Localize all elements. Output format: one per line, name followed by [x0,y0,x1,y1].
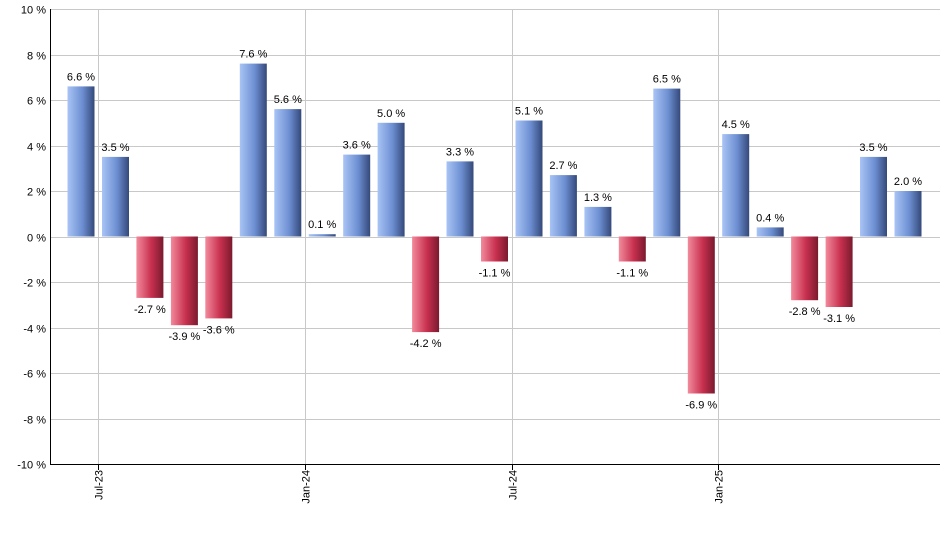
bar-1 [102,156,129,237]
bar-11 [446,161,474,237]
y-tick-label: -2 % [23,278,46,290]
data-label-8: 3.6 % [343,140,371,152]
data-label-20: 0.4 % [756,212,784,224]
bar-9 [377,122,405,237]
bar-20 [756,227,784,237]
data-label-17: 6.5 % [653,74,681,86]
data-label-0: 6.6 % [67,71,95,83]
bar-7 [308,234,336,237]
bar-13 [515,120,543,237]
y-tick-label: 6 % [27,96,46,108]
data-label-18: -6.9 % [685,400,717,412]
bar-4 [205,236,233,319]
y-tick-label: 8 % [27,51,46,63]
data-label-16: -1.1 % [616,268,648,280]
data-label-22: -3.1 % [823,313,855,325]
y-tick-label: -6 % [23,369,46,381]
data-label-11: 3.3 % [446,146,474,158]
data-label-1: 3.5 % [101,142,129,154]
data-label-10: -4.2 % [410,338,442,350]
bar-14 [549,175,577,237]
data-label-21: -2.8 % [789,306,821,318]
x-tick-label: Jul-23 [94,470,106,500]
y-tick-label: 2 % [27,187,46,199]
y-tick-label: 4 % [27,142,46,154]
data-label-7: 0.1 % [308,219,336,231]
bar-8 [343,154,371,237]
bars-layer [67,63,922,394]
bar-17 [653,88,681,237]
bar-12 [481,236,508,262]
bar-0 [67,86,95,237]
bar-19 [722,134,750,237]
data-label-13: 5.1 % [515,106,543,118]
y-tick-label: -8 % [23,415,46,427]
bar-18 [687,236,715,394]
bar-5 [239,63,267,237]
bar-24 [894,191,922,237]
data-label-5: 7.6 % [239,49,267,61]
data-label-23: 3.5 % [859,142,887,154]
y-tick-label: 10 % [21,5,46,17]
x-tick-label: Jul-24 [508,470,520,500]
bar-21 [791,236,819,301]
data-label-24: 2.0 % [894,176,922,188]
y-tick-label: 0 % [27,233,46,245]
data-label-2: -2.7 % [134,304,166,316]
x-tick-label: Jan-24 [301,470,313,504]
bar-15 [584,206,612,237]
data-label-19: 4.5 % [722,119,750,131]
data-label-12: -1.1 % [479,268,511,280]
x-tick-label: Jan-25 [714,470,726,504]
y-tick-label: -10 % [17,460,46,472]
data-label-9: 5.0 % [377,108,405,120]
data-label-3: -3.9 % [169,331,201,343]
bar-6 [274,109,302,237]
data-label-6: 5.6 % [274,94,302,106]
data-label-15: 1.3 % [584,192,612,204]
y-tick-label: -4 % [23,324,46,336]
bar-16 [618,236,646,262]
data-label-4: -3.6 % [203,324,235,336]
bar-2 [136,236,164,298]
data-labels-layer: 6.6 % 3.5 % -2.7 % -3.9 %-3.6 % 7.6 % 5.6 % 0.… [67,49,922,412]
bar-3 [170,236,198,326]
bar-10 [412,236,440,333]
axes-layer: -10 % -8 % -6 % -4 % -2 % 0 % 2 % 4 % 6 % 8 % 10 %… [17,5,940,504]
bar-22 [825,236,853,307]
data-label-14: 2.7 % [549,160,577,172]
bar-23 [860,156,887,237]
